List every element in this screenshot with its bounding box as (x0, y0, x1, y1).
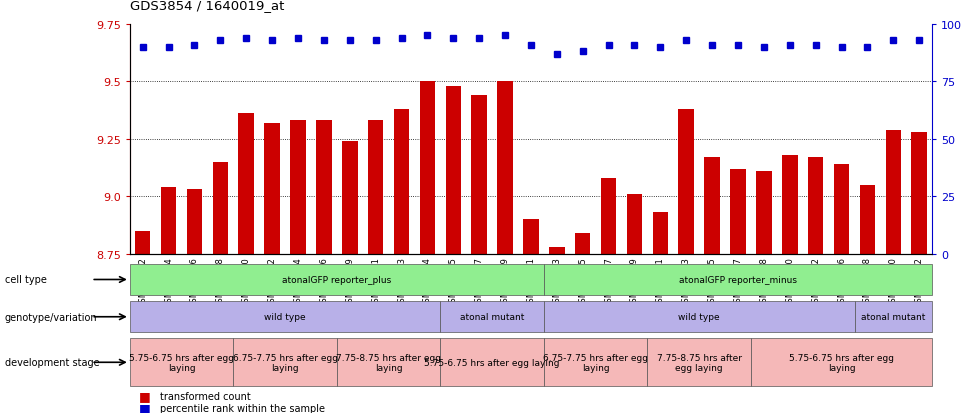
Text: 5.75-6.75 hrs after egg laying: 5.75-6.75 hrs after egg laying (425, 358, 560, 367)
Bar (575, 233, 590, 254)
Text: 6.75-7.75 hrs after egg
laying: 6.75-7.75 hrs after egg laying (233, 353, 337, 372)
Bar (808, 158, 824, 254)
Bar (756, 171, 772, 254)
Text: development stage: development stage (5, 357, 99, 368)
Bar (212, 162, 228, 254)
Bar (601, 178, 616, 254)
Bar (316, 121, 332, 254)
Bar (730, 169, 746, 254)
Bar (782, 155, 798, 254)
Text: 6.75-7.75 hrs after egg
laying: 6.75-7.75 hrs after egg laying (543, 353, 648, 372)
Bar (834, 165, 850, 254)
Text: cell type: cell type (5, 275, 47, 285)
Text: 7.75-8.75 hrs after
egg laying: 7.75-8.75 hrs after egg laying (656, 353, 742, 372)
Bar (886, 130, 901, 254)
Bar (264, 123, 280, 254)
Text: wild type: wild type (264, 313, 306, 321)
Bar (290, 121, 306, 254)
Text: atonal mutant: atonal mutant (460, 313, 525, 321)
Text: GDS3854 / 1640019_at: GDS3854 / 1640019_at (130, 0, 284, 12)
Bar (653, 213, 668, 254)
Bar (523, 220, 539, 254)
Bar (342, 142, 357, 254)
Text: atonalGFP reporter_plus: atonalGFP reporter_plus (283, 275, 391, 284)
Bar (911, 133, 927, 254)
Bar (160, 188, 176, 254)
Text: 5.75-6.75 hrs after egg
laying: 5.75-6.75 hrs after egg laying (129, 353, 234, 372)
Bar (472, 96, 487, 254)
Text: atonal mutant: atonal mutant (861, 313, 925, 321)
Bar (704, 158, 720, 254)
Bar (860, 185, 875, 254)
Bar (135, 231, 151, 254)
Bar (446, 87, 461, 254)
Text: ■: ■ (139, 389, 151, 402)
Text: wild type: wild type (678, 313, 720, 321)
Text: ■: ■ (139, 401, 151, 413)
Bar (394, 109, 409, 254)
Bar (186, 190, 202, 254)
Text: 5.75-6.75 hrs after egg
laying: 5.75-6.75 hrs after egg laying (789, 353, 894, 372)
Bar (238, 114, 254, 254)
Text: 7.75-8.75 hrs after egg
laying: 7.75-8.75 hrs after egg laying (336, 353, 441, 372)
Text: atonalGFP reporter_minus: atonalGFP reporter_minus (679, 275, 797, 284)
Text: percentile rank within the sample: percentile rank within the sample (160, 403, 326, 413)
Bar (627, 195, 642, 254)
Bar (497, 82, 513, 254)
Text: genotype/variation: genotype/variation (5, 312, 97, 322)
Bar (368, 121, 383, 254)
Bar (549, 247, 565, 254)
Text: transformed count: transformed count (160, 391, 251, 401)
Bar (420, 82, 435, 254)
Bar (678, 109, 694, 254)
